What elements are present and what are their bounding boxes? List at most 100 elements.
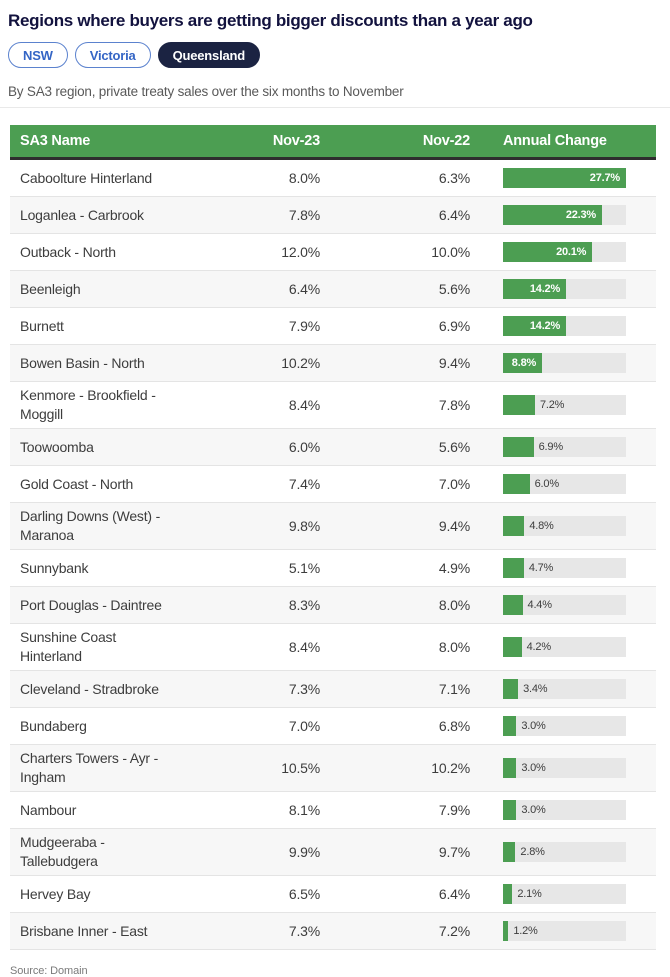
sa3-name-cell: Beenleigh — [20, 280, 81, 297]
sa3-name-cell: Bowen Basin - North — [20, 354, 145, 371]
table-row: Burnett 7.9% 6.9% 14.2% — [10, 308, 656, 345]
change-bar-label: 1.2% — [513, 925, 538, 937]
annual-change-cell: 20.1% — [470, 242, 646, 262]
nov23-cell: 7.8% — [288, 206, 320, 223]
table-row: Port Douglas - Daintree 8.3% 8.0% 4.4% — [10, 587, 656, 624]
change-bar-track: 3.4% — [503, 679, 626, 699]
sa3-name-cell: Mudgeeraba - Tallebudgera — [20, 834, 105, 869]
table-row: Toowoomba 6.0% 5.6% 6.9% — [10, 429, 656, 466]
change-bar-label: 3.0% — [521, 762, 546, 774]
change-bar-fill — [503, 474, 530, 494]
change-bar-fill — [503, 437, 534, 457]
table-row: Sunshine Coast Hinterland 8.4% 8.0% 4.2% — [10, 624, 656, 671]
change-bar-track: 4.8% — [503, 516, 626, 536]
annual-change-cell: 6.9% — [470, 437, 646, 457]
change-bar-fill — [503, 800, 517, 820]
sa3-name-cell: Hervey Bay — [20, 885, 91, 902]
table-row: Nambour 8.1% 7.9% 3.0% — [10, 792, 656, 829]
change-bar-fill — [503, 279, 567, 299]
change-bar-label: 14.2% — [529, 283, 561, 295]
tab-queensland[interactable]: Queensland — [157, 42, 261, 68]
nov23-cell: 5.1% — [288, 559, 320, 576]
change-bar-fill — [503, 168, 626, 188]
nov23-cell: 9.9% — [288, 843, 320, 860]
sa3-name-cell: Nambour — [20, 801, 77, 818]
nov23-cell: 8.3% — [288, 596, 320, 613]
table-row: Charters Towers - Ayr - Ingham 10.5% 10.… — [10, 745, 656, 792]
change-bar-track: 1.2% — [503, 921, 626, 941]
change-bar-label: 6.0% — [534, 478, 559, 490]
nov22-cell: 6.9% — [438, 317, 470, 334]
nov23-cell: 9.8% — [288, 517, 320, 534]
change-bar-label: 4.7% — [528, 562, 554, 574]
table-row: Sunnybank 5.1% 4.9% 4.7% — [10, 550, 656, 587]
annual-change-cell: 8.8% — [470, 353, 646, 373]
sa3-name-cell: Kenmore - Brookfield - Moggill — [20, 387, 156, 422]
nov23-cell: 6.0% — [288, 438, 320, 455]
nov22-cell: 9.4% — [438, 517, 470, 534]
source-note: Source: Domain — [10, 965, 88, 977]
change-bar-track: 4.2% — [503, 637, 626, 657]
nov22-cell: 9.4% — [438, 354, 470, 371]
annual-change-cell: 2.1% — [470, 884, 646, 904]
annual-change-cell: 7.2% — [470, 395, 646, 415]
tab-victoria[interactable]: Victoria — [74, 42, 151, 68]
table-row: Darling Downs (West) - Maranoa 9.8% 9.4%… — [10, 503, 656, 550]
change-bar-track: 6.9% — [503, 437, 626, 457]
col-header-annual-change: Annual Change — [503, 133, 607, 149]
change-bar-fill — [503, 716, 517, 736]
change-bar-track: 27.7% — [503, 168, 626, 188]
nov22-cell: 6.4% — [438, 885, 470, 902]
annual-change-cell: 3.4% — [470, 679, 646, 699]
table-header: SA3 Name Nov-23 Nov-22 Annual Change — [10, 125, 656, 160]
change-bar-fill — [503, 842, 516, 862]
change-bar-label: 22.3% — [565, 209, 597, 221]
nov23-cell: 8.4% — [288, 638, 320, 655]
change-bar-fill — [503, 516, 525, 536]
table-row: Loganlea - Carbrook 7.8% 6.4% 22.3% — [10, 197, 656, 234]
col-header-nov22: Nov-22 — [422, 133, 470, 149]
change-bar-track: 14.2% — [503, 316, 626, 336]
change-bar-track: 8.8% — [503, 353, 626, 373]
change-bar-track: 2.1% — [503, 884, 626, 904]
table-body: Caboolture Hinterland 8.0% 6.3% 27.7% Lo… — [10, 160, 656, 950]
annual-change-cell: 22.3% — [470, 205, 646, 225]
change-bar-label: 27.7% — [589, 172, 620, 184]
nov22-cell: 6.4% — [438, 206, 470, 223]
change-bar-label: 8.8% — [511, 357, 537, 369]
region-tabs: NSW Victoria Queensland — [8, 42, 662, 68]
nov22-cell: 7.8% — [438, 396, 470, 413]
nov23-cell: 6.4% — [288, 280, 320, 297]
change-bar-track: 3.0% — [503, 758, 626, 778]
change-bar-fill — [503, 758, 517, 778]
sa3-name-cell: Outback - North — [20, 243, 116, 260]
nov23-cell: 7.3% — [288, 680, 320, 697]
nov22-cell: 8.0% — [438, 638, 470, 655]
change-bar-fill — [503, 637, 522, 657]
table-row: Caboolture Hinterland 8.0% 6.3% 27.7% — [10, 160, 656, 197]
change-bar-fill — [503, 679, 519, 699]
change-bar-label: 3.0% — [521, 720, 546, 732]
nov23-cell: 10.2% — [281, 354, 320, 371]
change-bar-track: 4.7% — [503, 558, 626, 578]
annual-change-cell: 4.7% — [470, 558, 646, 578]
sa3-name-cell: Brisbane Inner - East — [20, 922, 148, 939]
change-bar-label: 7.2% — [539, 399, 565, 411]
change-bar-fill — [503, 558, 524, 578]
change-bar-label: 20.1% — [556, 246, 587, 258]
change-bar-label: 4.2% — [526, 641, 551, 653]
nov23-cell: 8.1% — [288, 801, 320, 818]
nov23-cell: 7.9% — [288, 317, 320, 334]
table-row: Bowen Basin - North 10.2% 9.4% 8.8% — [10, 345, 656, 382]
annual-change-cell: 2.8% — [470, 842, 646, 862]
nov23-cell: 6.5% — [288, 885, 320, 902]
nov22-cell: 7.2% — [438, 922, 470, 939]
sa3-name-cell: Caboolture Hinterland — [20, 169, 152, 186]
table-row: Kenmore - Brookfield - Moggill 8.4% 7.8%… — [10, 382, 656, 429]
tab-nsw[interactable]: NSW — [8, 42, 68, 68]
annual-change-cell: 3.0% — [470, 716, 646, 736]
change-bar-label: 4.4% — [527, 599, 552, 611]
annual-change-cell: 27.7% — [470, 168, 646, 188]
nov23-cell: 10.5% — [281, 759, 320, 776]
table-row: Beenleigh 6.4% 5.6% 14.2% — [10, 271, 656, 308]
